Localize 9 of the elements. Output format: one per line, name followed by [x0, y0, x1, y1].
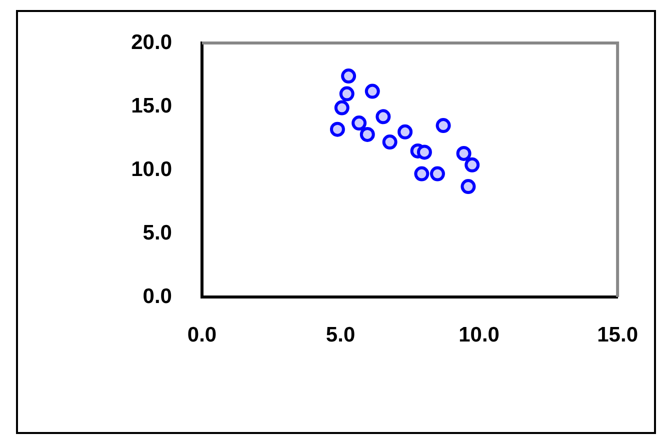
x-tick-label: 15.0 — [597, 323, 638, 346]
x-tick-label: 10.0 — [458, 323, 500, 346]
y-tick-label: 5.0 — [142, 221, 172, 244]
y-tick-label: 0.0 — [142, 284, 172, 308]
x-tick-label: 0.0 — [187, 323, 217, 346]
y-tick-label: 15.0 — [131, 94, 172, 118]
y-tick-label: 20.0 — [131, 30, 172, 54]
x-tick-label: 5.0 — [326, 323, 356, 346]
y-tick-label: 10.0 — [131, 158, 172, 181]
